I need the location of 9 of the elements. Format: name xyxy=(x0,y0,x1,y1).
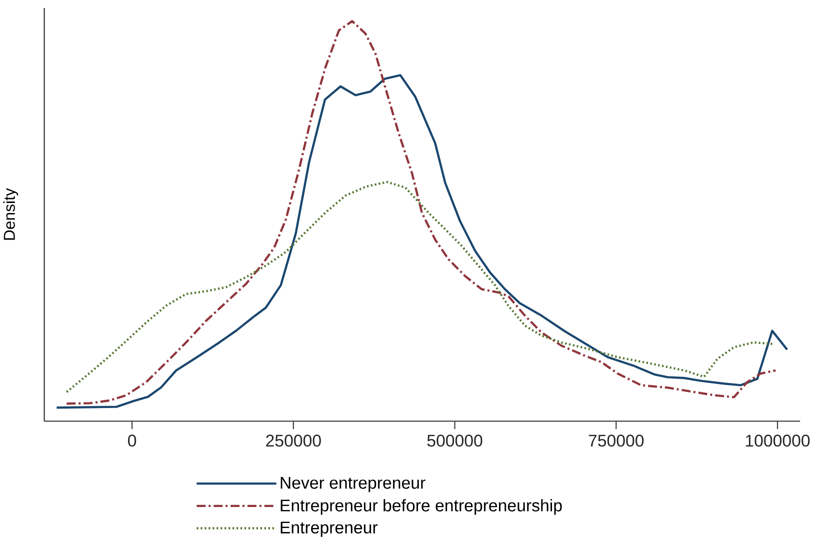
x-tick-label: 250000 xyxy=(266,434,321,447)
legend-label: Never entrepreneur xyxy=(280,477,426,492)
x-tick-label: 500000 xyxy=(427,434,482,447)
legend-label: Entrepreneur before entrepreneurship xyxy=(280,499,562,515)
legend-label: Entrepreneur xyxy=(280,522,378,538)
x-tick-label: 0 xyxy=(128,434,136,447)
x-tick-label: 1000000 xyxy=(746,434,810,447)
x-tick-label: 750000 xyxy=(588,434,644,447)
y-axis-title: Density xyxy=(3,188,18,240)
